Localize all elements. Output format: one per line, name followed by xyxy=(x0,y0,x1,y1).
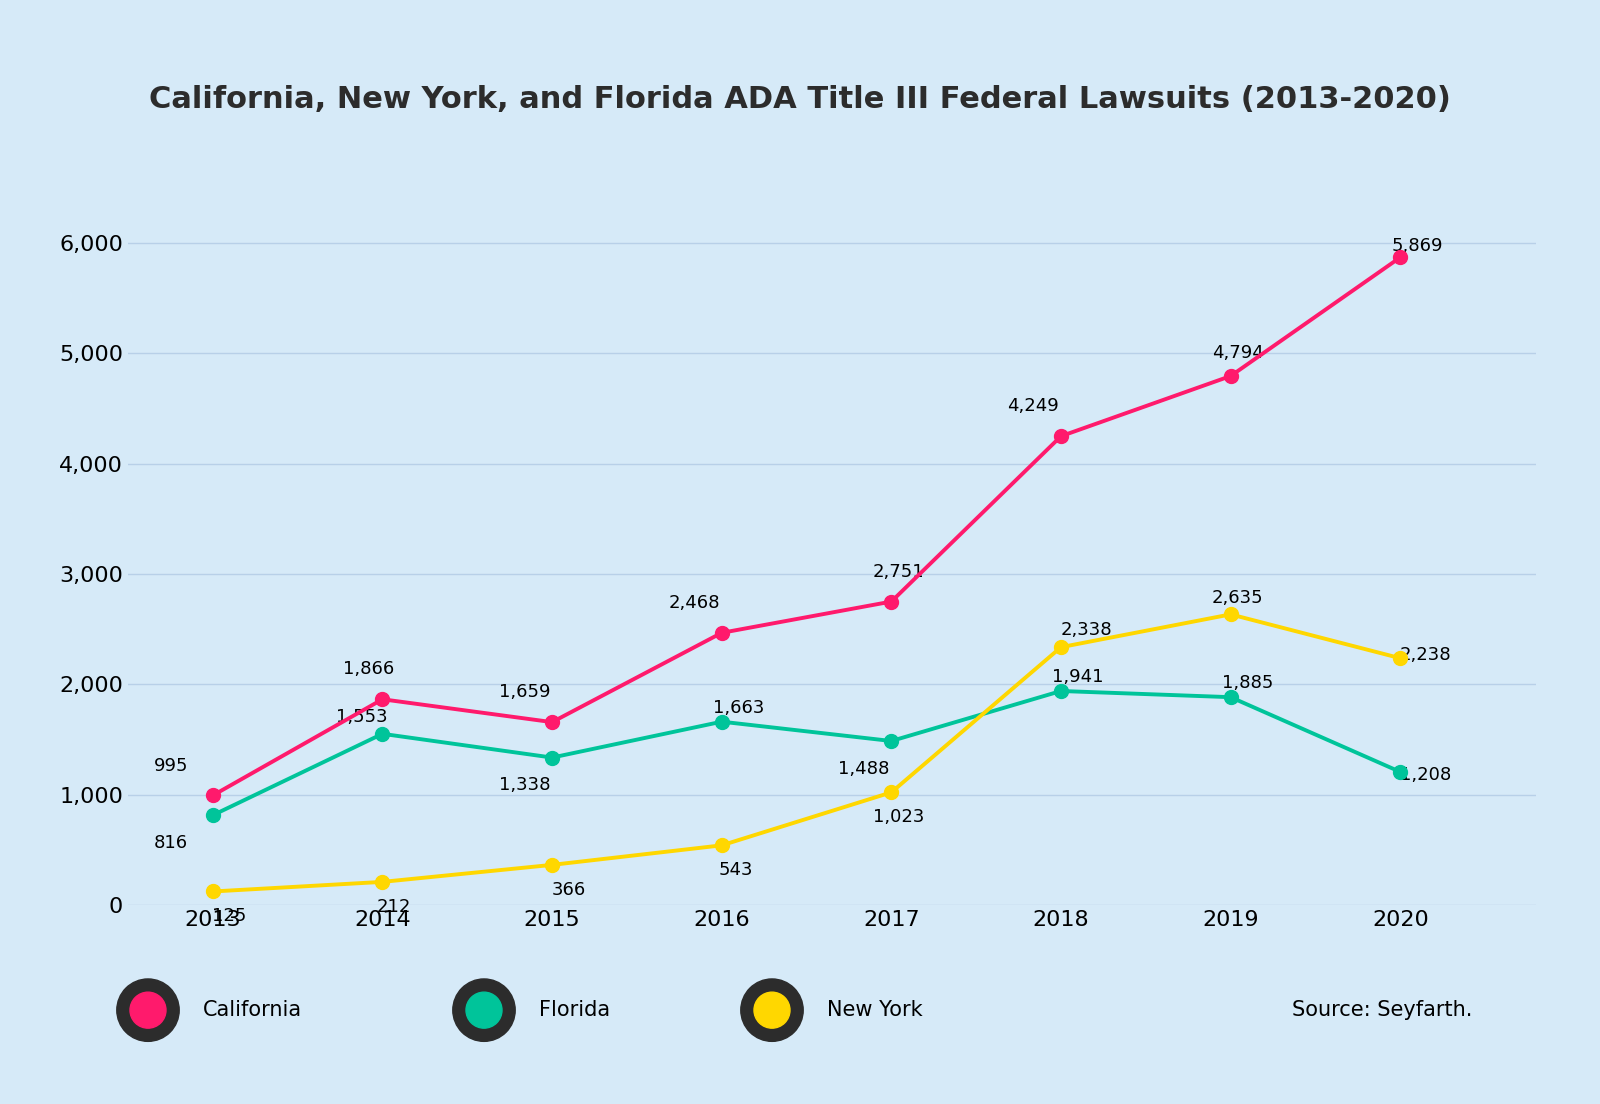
Text: 1,663: 1,663 xyxy=(712,699,765,716)
Text: 2,338: 2,338 xyxy=(1061,622,1112,639)
Text: 1,023: 1,023 xyxy=(872,808,925,826)
Text: 366: 366 xyxy=(552,881,586,899)
Text: 543: 543 xyxy=(718,861,754,879)
Text: 2,635: 2,635 xyxy=(1211,588,1264,607)
Text: 125: 125 xyxy=(213,907,246,925)
Text: 816: 816 xyxy=(154,834,189,852)
Text: 1,659: 1,659 xyxy=(499,683,550,701)
Text: California: California xyxy=(203,1000,302,1020)
Text: 4,249: 4,249 xyxy=(1008,397,1059,415)
Text: 4,794: 4,794 xyxy=(1211,344,1264,362)
Text: 1,941: 1,941 xyxy=(1051,668,1104,686)
Text: 1,866: 1,866 xyxy=(342,660,394,679)
Circle shape xyxy=(741,979,803,1041)
Text: 1,488: 1,488 xyxy=(838,760,890,778)
Text: 212: 212 xyxy=(376,898,411,916)
Text: 2,468: 2,468 xyxy=(669,594,720,612)
Text: 1,885: 1,885 xyxy=(1222,675,1274,692)
Circle shape xyxy=(466,992,502,1028)
Text: 1,208: 1,208 xyxy=(1400,766,1451,784)
Circle shape xyxy=(117,979,179,1041)
Circle shape xyxy=(130,992,166,1028)
Text: 5,869: 5,869 xyxy=(1392,236,1443,255)
Text: 2,238: 2,238 xyxy=(1400,647,1451,665)
Text: 995: 995 xyxy=(154,756,189,775)
Text: 1,553: 1,553 xyxy=(336,708,387,726)
Text: New York: New York xyxy=(827,1000,923,1020)
Text: California, New York, and Florida ADA Title III Federal Lawsuits (2013-2020): California, New York, and Florida ADA Ti… xyxy=(149,85,1451,114)
Text: Source: Seyfarth.: Source: Seyfarth. xyxy=(1291,1000,1472,1020)
Circle shape xyxy=(754,992,790,1028)
Text: Florida: Florida xyxy=(539,1000,610,1020)
Text: 1,338: 1,338 xyxy=(499,776,550,795)
Text: 2,751: 2,751 xyxy=(872,563,925,581)
Circle shape xyxy=(453,979,515,1041)
